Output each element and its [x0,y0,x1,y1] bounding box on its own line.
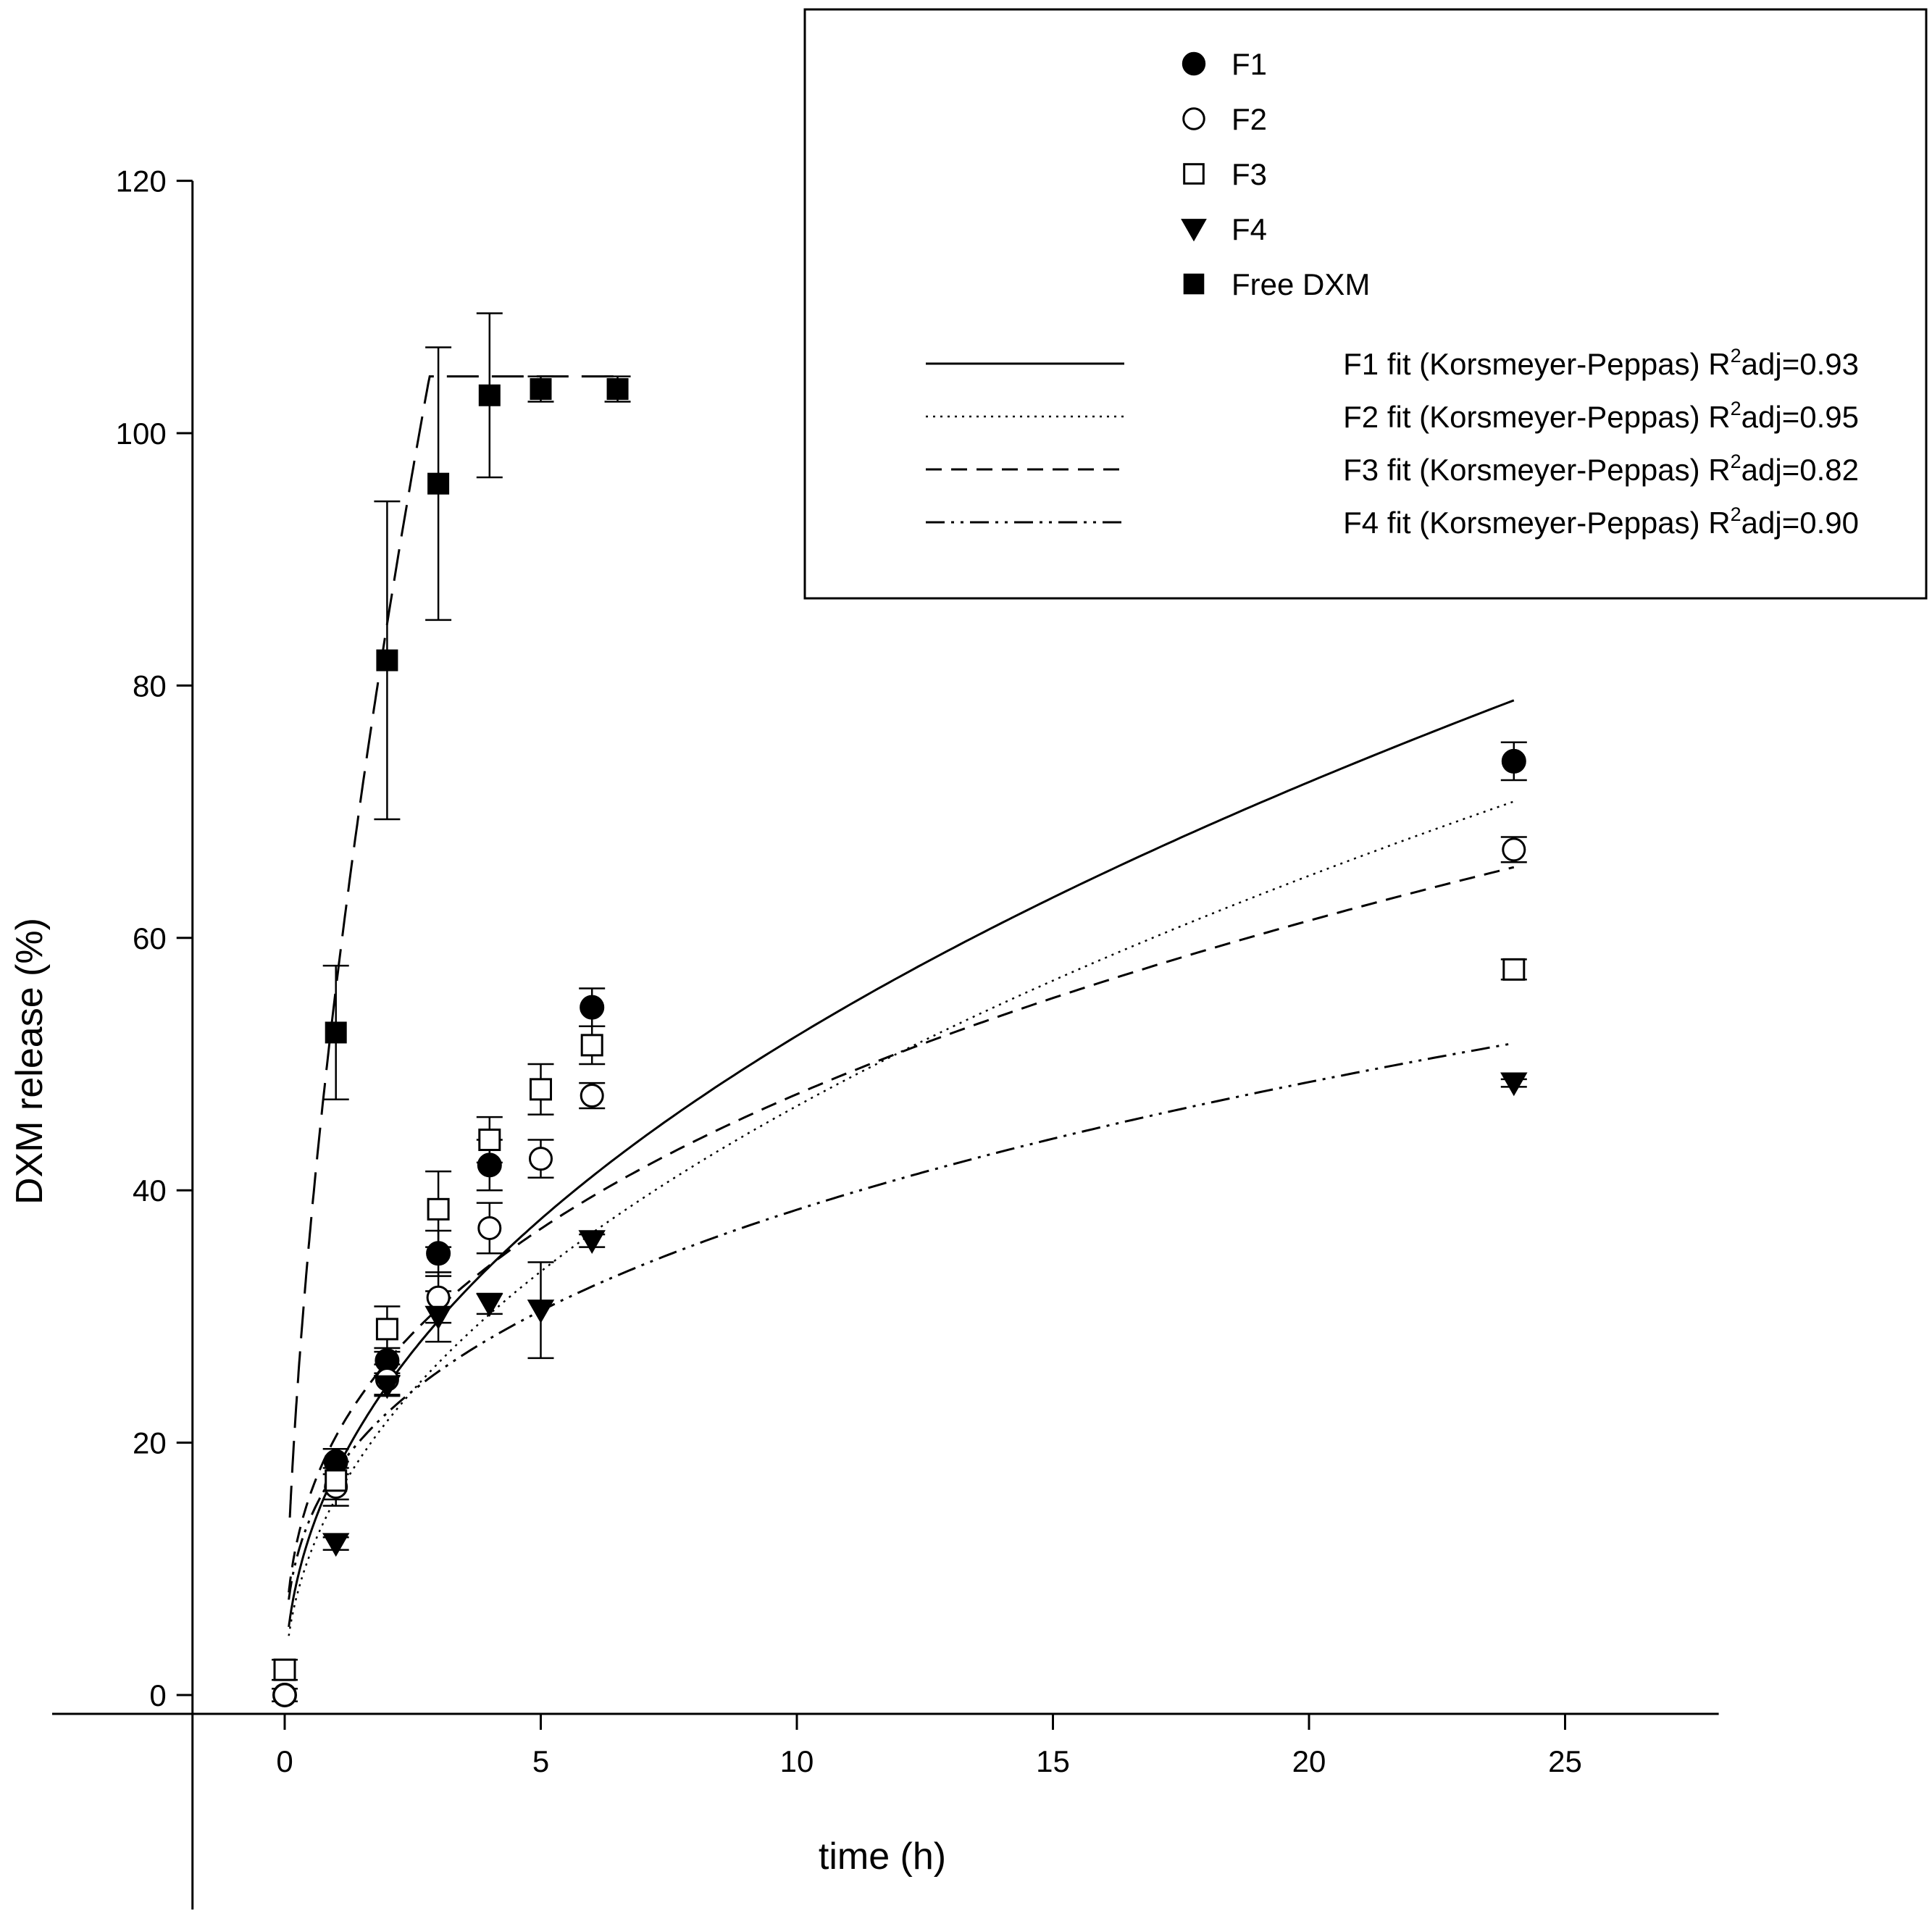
legend-label-f1: F1 [1231,47,1267,81]
point-f4 [425,1305,452,1330]
legend-fit-name: F1 fit (Korsmeyer-Peppas) R [1343,347,1730,381]
legend-label-f2: F2 [1231,102,1267,136]
fit-curve-2 [288,800,1515,1636]
point-free-dxm [530,378,552,401]
fit-curve-5 [288,375,618,1518]
point-f2 [477,1215,502,1240]
y-tick-label: 0 [149,1678,166,1712]
y-tick-label: 80 [133,669,167,703]
point-f3 [478,1129,501,1152]
point-f4 [322,1533,350,1557]
point-f3 [427,1197,450,1221]
point-f3 [1502,958,1526,981]
point-f1 [580,995,605,1020]
point-f3 [530,1078,552,1101]
point-free-dxm [325,1021,347,1044]
axes: 0 20 40 60 80 100 120 0 5 10 15 20 25 [52,164,1719,1910]
legend-fit-label-4: F4 fit (Korsmeyer-Peppas) R2adj=0.90 [1343,503,1859,540]
point-f4 [476,1293,503,1318]
y-axis-title: DXM release (%) [9,918,51,1205]
legend-marker-free-dxm [1183,273,1205,295]
legend-marker-entries: F1 F2 F3 F4 Free DXM [1181,47,1370,301]
x-tick-label: 0 [276,1744,293,1778]
legend-fit-stat: adj=0.82 [1741,453,1859,487]
legend-label-free-dxm: Free DXM [1231,267,1370,301]
legend-fit-stat: adj=0.93 [1741,347,1859,381]
point-f3 [325,1469,348,1492]
legend-marker-f4 [1181,219,1207,242]
fit-curve-4 [288,1042,1515,1600]
legend-fit-stat: adj=0.90 [1741,506,1859,540]
y-tick-label: 60 [133,921,167,955]
legend-fit-name: F3 fit (Korsmeyer-Peppas) R [1343,453,1730,487]
legend-marker-f2 [1182,107,1205,130]
point-f2 [1502,837,1526,862]
x-tick-label: 20 [1292,1744,1326,1778]
point-f4 [578,1230,606,1255]
legend-box [803,8,1928,600]
x-tick-label: 15 [1036,1744,1070,1778]
point-f2 [272,1683,297,1707]
legend-fit-superscript: 2 [1731,503,1741,525]
point-f2 [426,1285,451,1310]
legend-label-f4: F4 [1231,212,1267,246]
legend: F1 F2 F3 F4 Free DXM F1 fit (Korsmeyer-Peppa… [803,8,1928,600]
legend-fit-name: F4 fit (Korsmeyer-Peppas) R [1343,506,1730,540]
legend-fit-stat: adj=0.95 [1741,400,1859,434]
point-f4 [373,1375,401,1399]
point-f2 [580,1084,604,1108]
legend-marker-f1 [1182,51,1206,76]
point-free-dxm [376,649,398,671]
point-f4 [527,1300,555,1323]
fit-curve-1 [288,699,1515,1627]
x-tick-label: 25 [1548,1744,1582,1778]
fit-curve-3 [288,866,1515,1593]
x-tick-label: 10 [780,1744,814,1778]
data-markers [272,378,1528,1707]
point-free-dxm [427,472,450,495]
point-f1 [426,1241,451,1266]
legend-fit-superscript: 2 [1731,398,1741,419]
legend-fit-label-3: F3 fit (Korsmeyer-Peppas) R2adj=0.82 [1343,451,1859,487]
y-tick-label: 120 [116,164,167,198]
point-free-dxm [478,384,501,406]
legend-label-f3: F3 [1231,157,1267,191]
x-axis-title: time (h) [819,1836,946,1878]
point-f4 [1500,1072,1528,1097]
y-tick-label: 20 [133,1426,167,1460]
y-tick-label: 100 [116,417,167,451]
legend-fit-name: F2 fit (Korsmeyer-Peppas) R [1343,400,1730,434]
point-f3 [273,1658,296,1681]
point-f1 [1501,748,1526,774]
point-f3 [580,1034,603,1057]
point-f1 [477,1152,502,1178]
x-tick-label: 5 [532,1744,549,1778]
point-free-dxm [606,378,629,401]
point-f2 [529,1147,553,1171]
legend-marker-f3 [1183,163,1205,185]
legend-fit-superscript: 2 [1731,451,1741,472]
legend-fit-label-1: F1 fit (Korsmeyer-Peppas) R2adj=0.93 [1343,345,1859,381]
legend-fit-superscript: 2 [1731,345,1741,367]
y-tick-label: 40 [133,1173,167,1208]
point-f3 [375,1318,398,1341]
legend-fit-label-2: F2 fit (Korsmeyer-Peppas) R2adj=0.95 [1343,398,1859,434]
